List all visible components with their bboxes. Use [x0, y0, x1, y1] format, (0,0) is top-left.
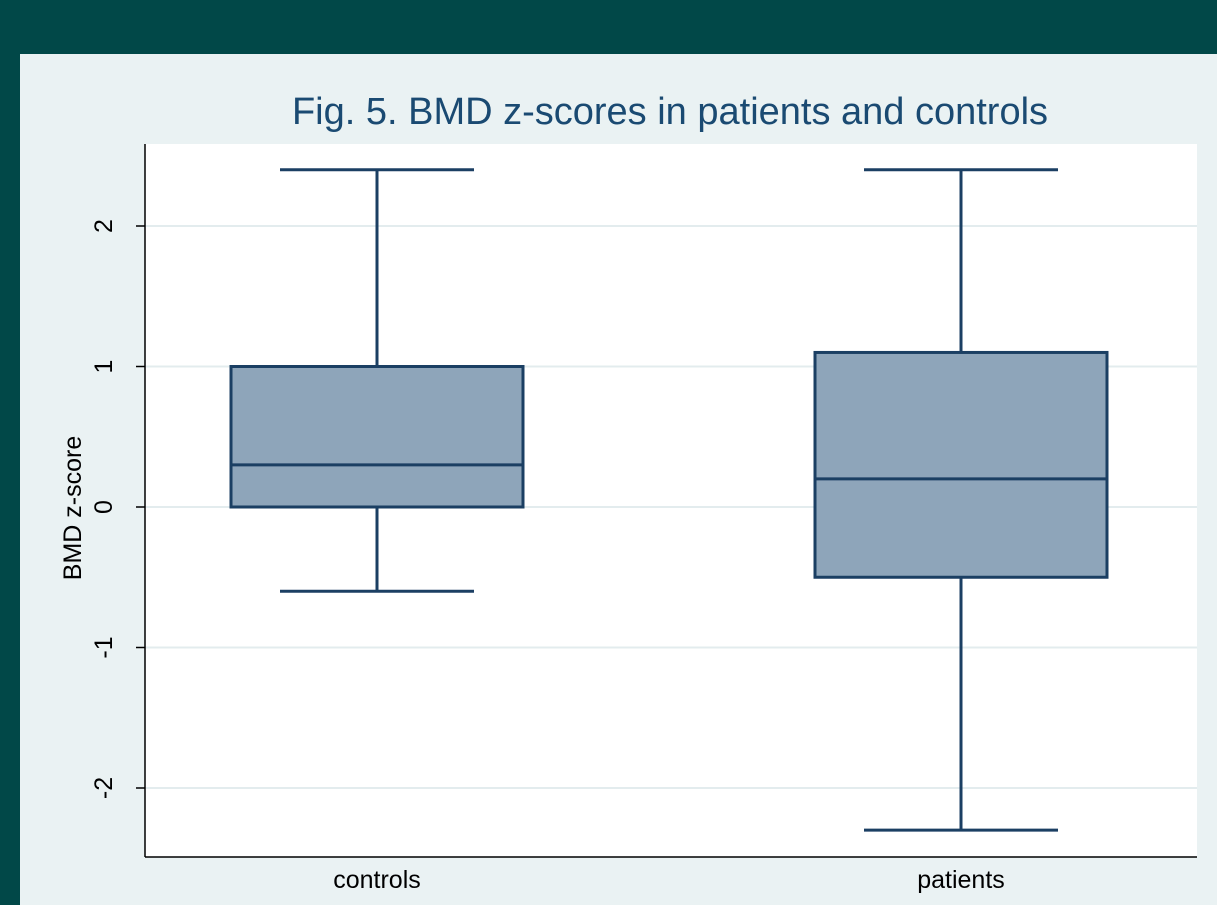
x-category-label: patients	[917, 866, 1005, 894]
axes	[136, 144, 1197, 858]
y-tick-label: -1	[90, 636, 118, 658]
y-tick-label: -2	[90, 777, 118, 799]
x-category-label: controls	[333, 866, 421, 894]
y-tick-label: 0	[90, 500, 118, 514]
y-tick-label: 2	[90, 219, 118, 233]
iqr-box	[229, 365, 525, 509]
box-controls	[229, 168, 525, 593]
chart-title: Fig. 5. BMD z-scores in patients and con…	[292, 91, 1048, 133]
labels: -2 -1 0 1 2 controls patients	[90, 219, 1005, 894]
y-axis-label: BMD z-score	[59, 436, 87, 580]
iqr-box	[813, 350, 1109, 579]
box-patients	[813, 168, 1109, 832]
boxes	[229, 168, 1109, 832]
y-tick-label: 1	[90, 360, 118, 374]
